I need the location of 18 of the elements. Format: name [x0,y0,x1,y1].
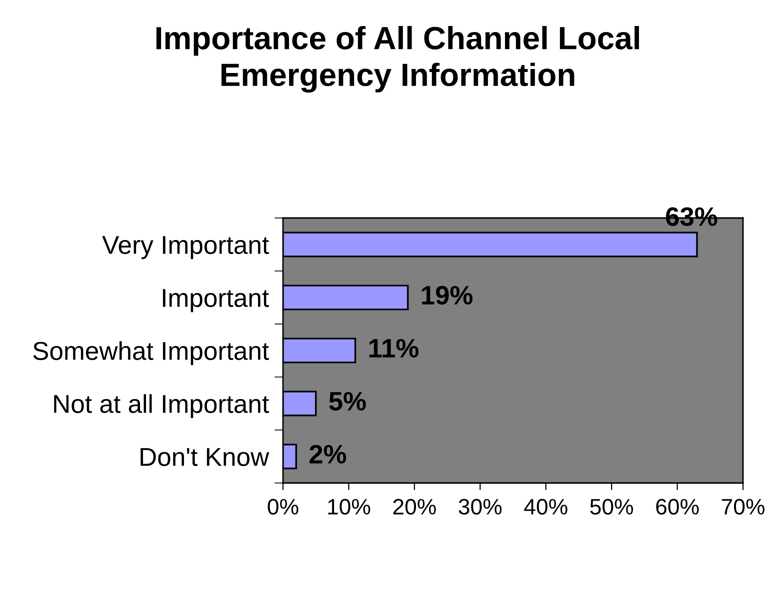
x-tick-label: 0% [268,498,298,515]
data-label: 11% [369,338,418,358]
x-tick-label: 10% [328,498,370,515]
data-label: 5% [329,392,366,411]
x-tick-label: 30% [458,498,502,515]
data-label: 2% [310,444,346,464]
x-tick-label: 20% [393,498,436,515]
y-tick-label: Important [162,289,269,312]
x-tick-label: 50% [590,498,634,515]
x-tick-label: 40% [524,498,568,515]
x-tick-label: 70% [722,498,764,515]
y-tick-label: Somewhat Important [33,341,269,366]
x-tick-label: 60% [656,498,699,515]
chart-title: Importance of All Channel Local Emergency Information [156,26,639,93]
y-tick-label: Don't Know [140,448,270,466]
y-tick-label: Very Important [102,236,269,260]
y-tick-label: Not at all Important [54,394,269,418]
data-label: 19% [422,286,472,305]
